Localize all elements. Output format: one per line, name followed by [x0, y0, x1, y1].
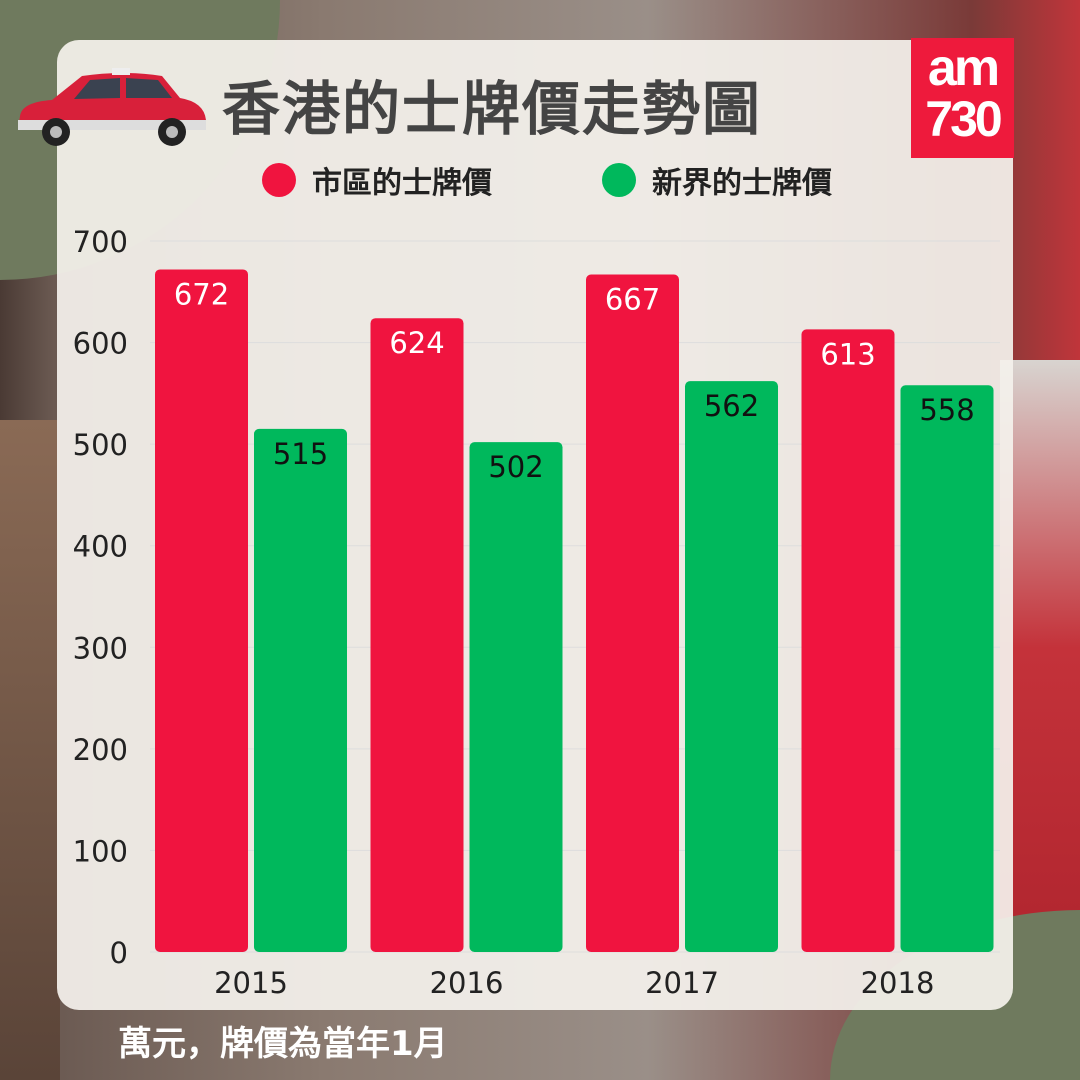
- chart-title: 香港的士牌價走勢圖: [222, 75, 763, 143]
- data-label: 613: [820, 337, 875, 371]
- data-label: 558: [919, 393, 974, 427]
- x-tick-label: 2017: [645, 966, 719, 1000]
- legend-swatch-green: [602, 163, 636, 197]
- x-tick-label: 2016: [430, 966, 504, 1000]
- y-tick-label: 500: [73, 428, 128, 462]
- footnote: 萬元，牌價為當年1月: [118, 1024, 448, 1064]
- y-tick-label: 400: [73, 530, 128, 564]
- data-label: 672: [174, 277, 229, 311]
- legend-label: 新界的士牌價: [652, 166, 832, 201]
- legend-item-nt: 新界的士牌價: [602, 158, 832, 202]
- background-photo-street: [0, 420, 60, 1080]
- bar-nt-2017: [685, 381, 778, 952]
- legend-swatch-red: [262, 163, 296, 197]
- y-tick-label: 700: [73, 225, 128, 259]
- data-label: 502: [488, 450, 543, 484]
- bar-urban-2018: [801, 329, 895, 952]
- legend-item-urban: 市區的士牌價: [262, 158, 492, 202]
- legend-label: 市區的士牌價: [312, 166, 492, 201]
- data-label: 624: [389, 326, 444, 360]
- bar-nt-2016: [469, 442, 563, 952]
- bar-nt-2015: [254, 428, 347, 953]
- bar-urban-2015: [155, 269, 248, 952]
- y-tick-label: 100: [73, 834, 128, 868]
- x-tick-label: 2015: [214, 966, 288, 1000]
- y-tick-label: 600: [73, 327, 128, 361]
- data-label: 562: [704, 389, 759, 423]
- taxi-icon: [18, 68, 206, 146]
- x-tick-label: 2018: [861, 966, 935, 1000]
- data-label: 515: [273, 437, 328, 471]
- y-tick-label: 300: [73, 631, 128, 665]
- bar-urban-2017: [586, 274, 679, 953]
- bar-urban-2016: [370, 318, 464, 952]
- bar-nt-2018: [900, 385, 994, 952]
- am730-logo: am 730: [911, 38, 1014, 158]
- data-label: 667: [605, 283, 660, 317]
- y-tick-label: 0: [110, 936, 128, 970]
- y-tick-label: 200: [73, 733, 128, 767]
